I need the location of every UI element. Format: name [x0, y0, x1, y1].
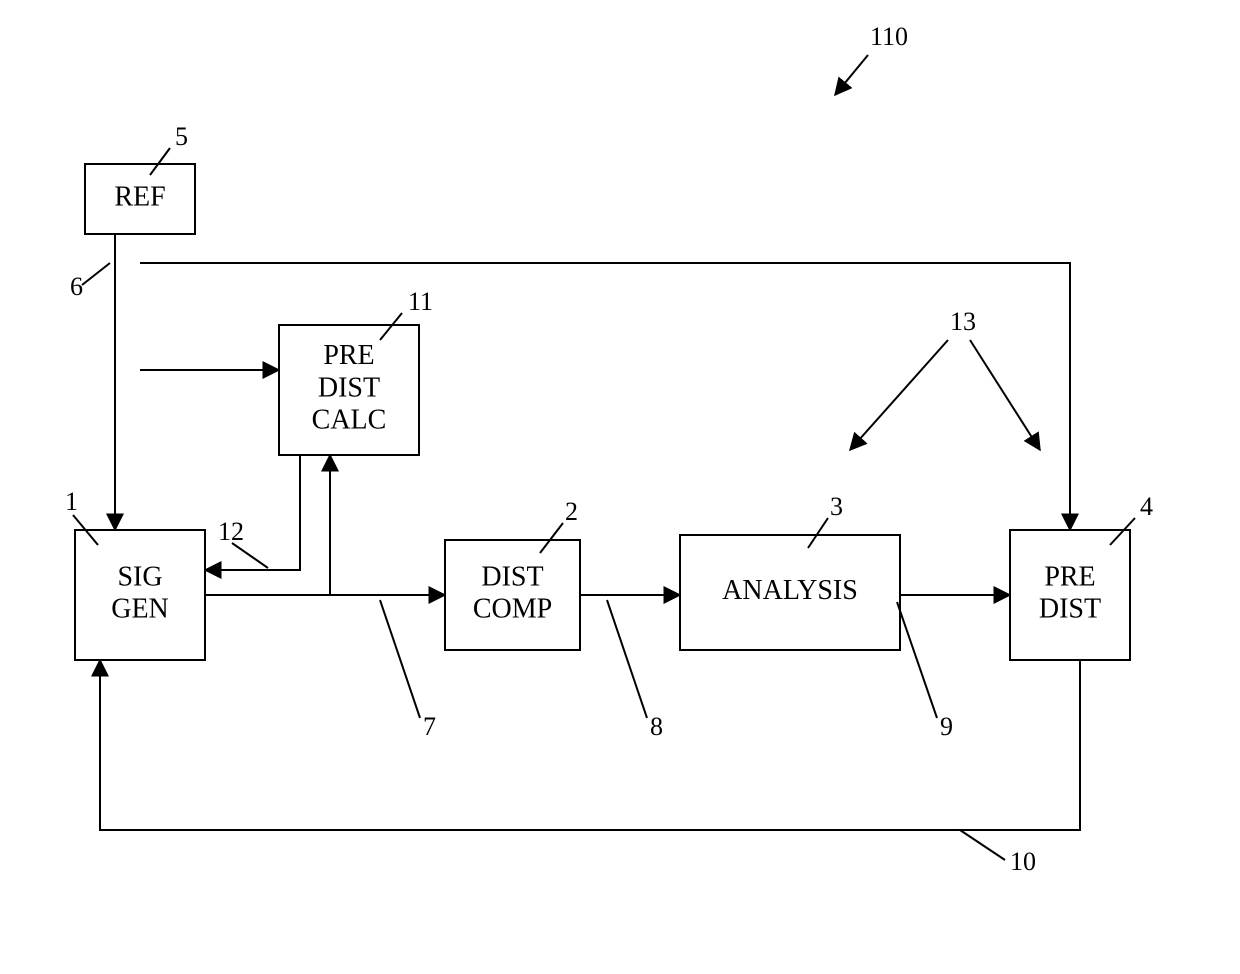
- ref-label-l13: 13: [950, 307, 976, 336]
- lead-lines-layer: [73, 55, 1135, 860]
- ref-label-l7: 7: [423, 712, 436, 741]
- lead-l12: [232, 543, 268, 568]
- ref-label-l1: 1: [65, 487, 78, 516]
- node-siggen-label: SIG: [117, 561, 162, 592]
- node-predistcalc-label: CALC: [312, 405, 387, 436]
- ref-label-l4: 4: [1140, 492, 1153, 521]
- node-distcomp: DISTCOMP: [445, 540, 580, 650]
- node-predist-label: DIST: [1039, 594, 1101, 625]
- edge-predistcalc-to-siggen: [205, 455, 300, 570]
- node-analysis: ANALYSIS: [680, 535, 900, 650]
- node-siggen-label: GEN: [111, 594, 169, 625]
- ref-label-l5: 5: [175, 122, 188, 151]
- edges-layer: [100, 234, 1080, 830]
- lead-l10: [960, 830, 1005, 860]
- labels-layer: 11012345678910111213: [65, 22, 1153, 876]
- node-analysis-label: ANALYSIS: [722, 575, 858, 606]
- ref-label-l3: 3: [830, 492, 843, 521]
- lead-l7: [380, 600, 420, 718]
- lead-l8: [607, 600, 647, 718]
- ref-label-fig: 110: [870, 22, 908, 51]
- node-ref-label: REF: [114, 181, 165, 212]
- lead-fig: [835, 55, 868, 95]
- block-diagram: REFPREDISTCALCSIGGENDISTCOMPANALYSISPRED…: [0, 0, 1240, 974]
- node-predistcalc-label: PRE: [323, 340, 374, 371]
- lead-l13b: [970, 340, 1040, 450]
- ref-label-l10: 10: [1010, 847, 1036, 876]
- nodes-layer: REFPREDISTCALCSIGGENDISTCOMPANALYSISPRED…: [75, 164, 1130, 660]
- node-ref: REF: [85, 164, 195, 234]
- ref-label-l8: 8: [650, 712, 663, 741]
- ref-label-l2: 2: [565, 497, 578, 526]
- ref-label-l12: 12: [218, 517, 244, 546]
- node-distcomp-label: DIST: [481, 561, 543, 592]
- ref-label-l11: 11: [408, 287, 433, 316]
- node-predistcalc-label: DIST: [318, 372, 380, 403]
- node-predistcalc: PREDISTCALC: [279, 325, 419, 455]
- lead-l6: [82, 263, 110, 285]
- node-predist-label: PRE: [1044, 561, 1095, 592]
- ref-label-l9: 9: [940, 712, 953, 741]
- ref-label-l6: 6: [70, 272, 83, 301]
- node-siggen: SIGGEN: [75, 530, 205, 660]
- node-distcomp-label: COMP: [473, 594, 552, 625]
- edge-predist-to-siggen: [100, 660, 1080, 830]
- node-predist: PREDIST: [1010, 530, 1130, 660]
- lead-l13a: [850, 340, 948, 450]
- lead-l9: [897, 602, 937, 718]
